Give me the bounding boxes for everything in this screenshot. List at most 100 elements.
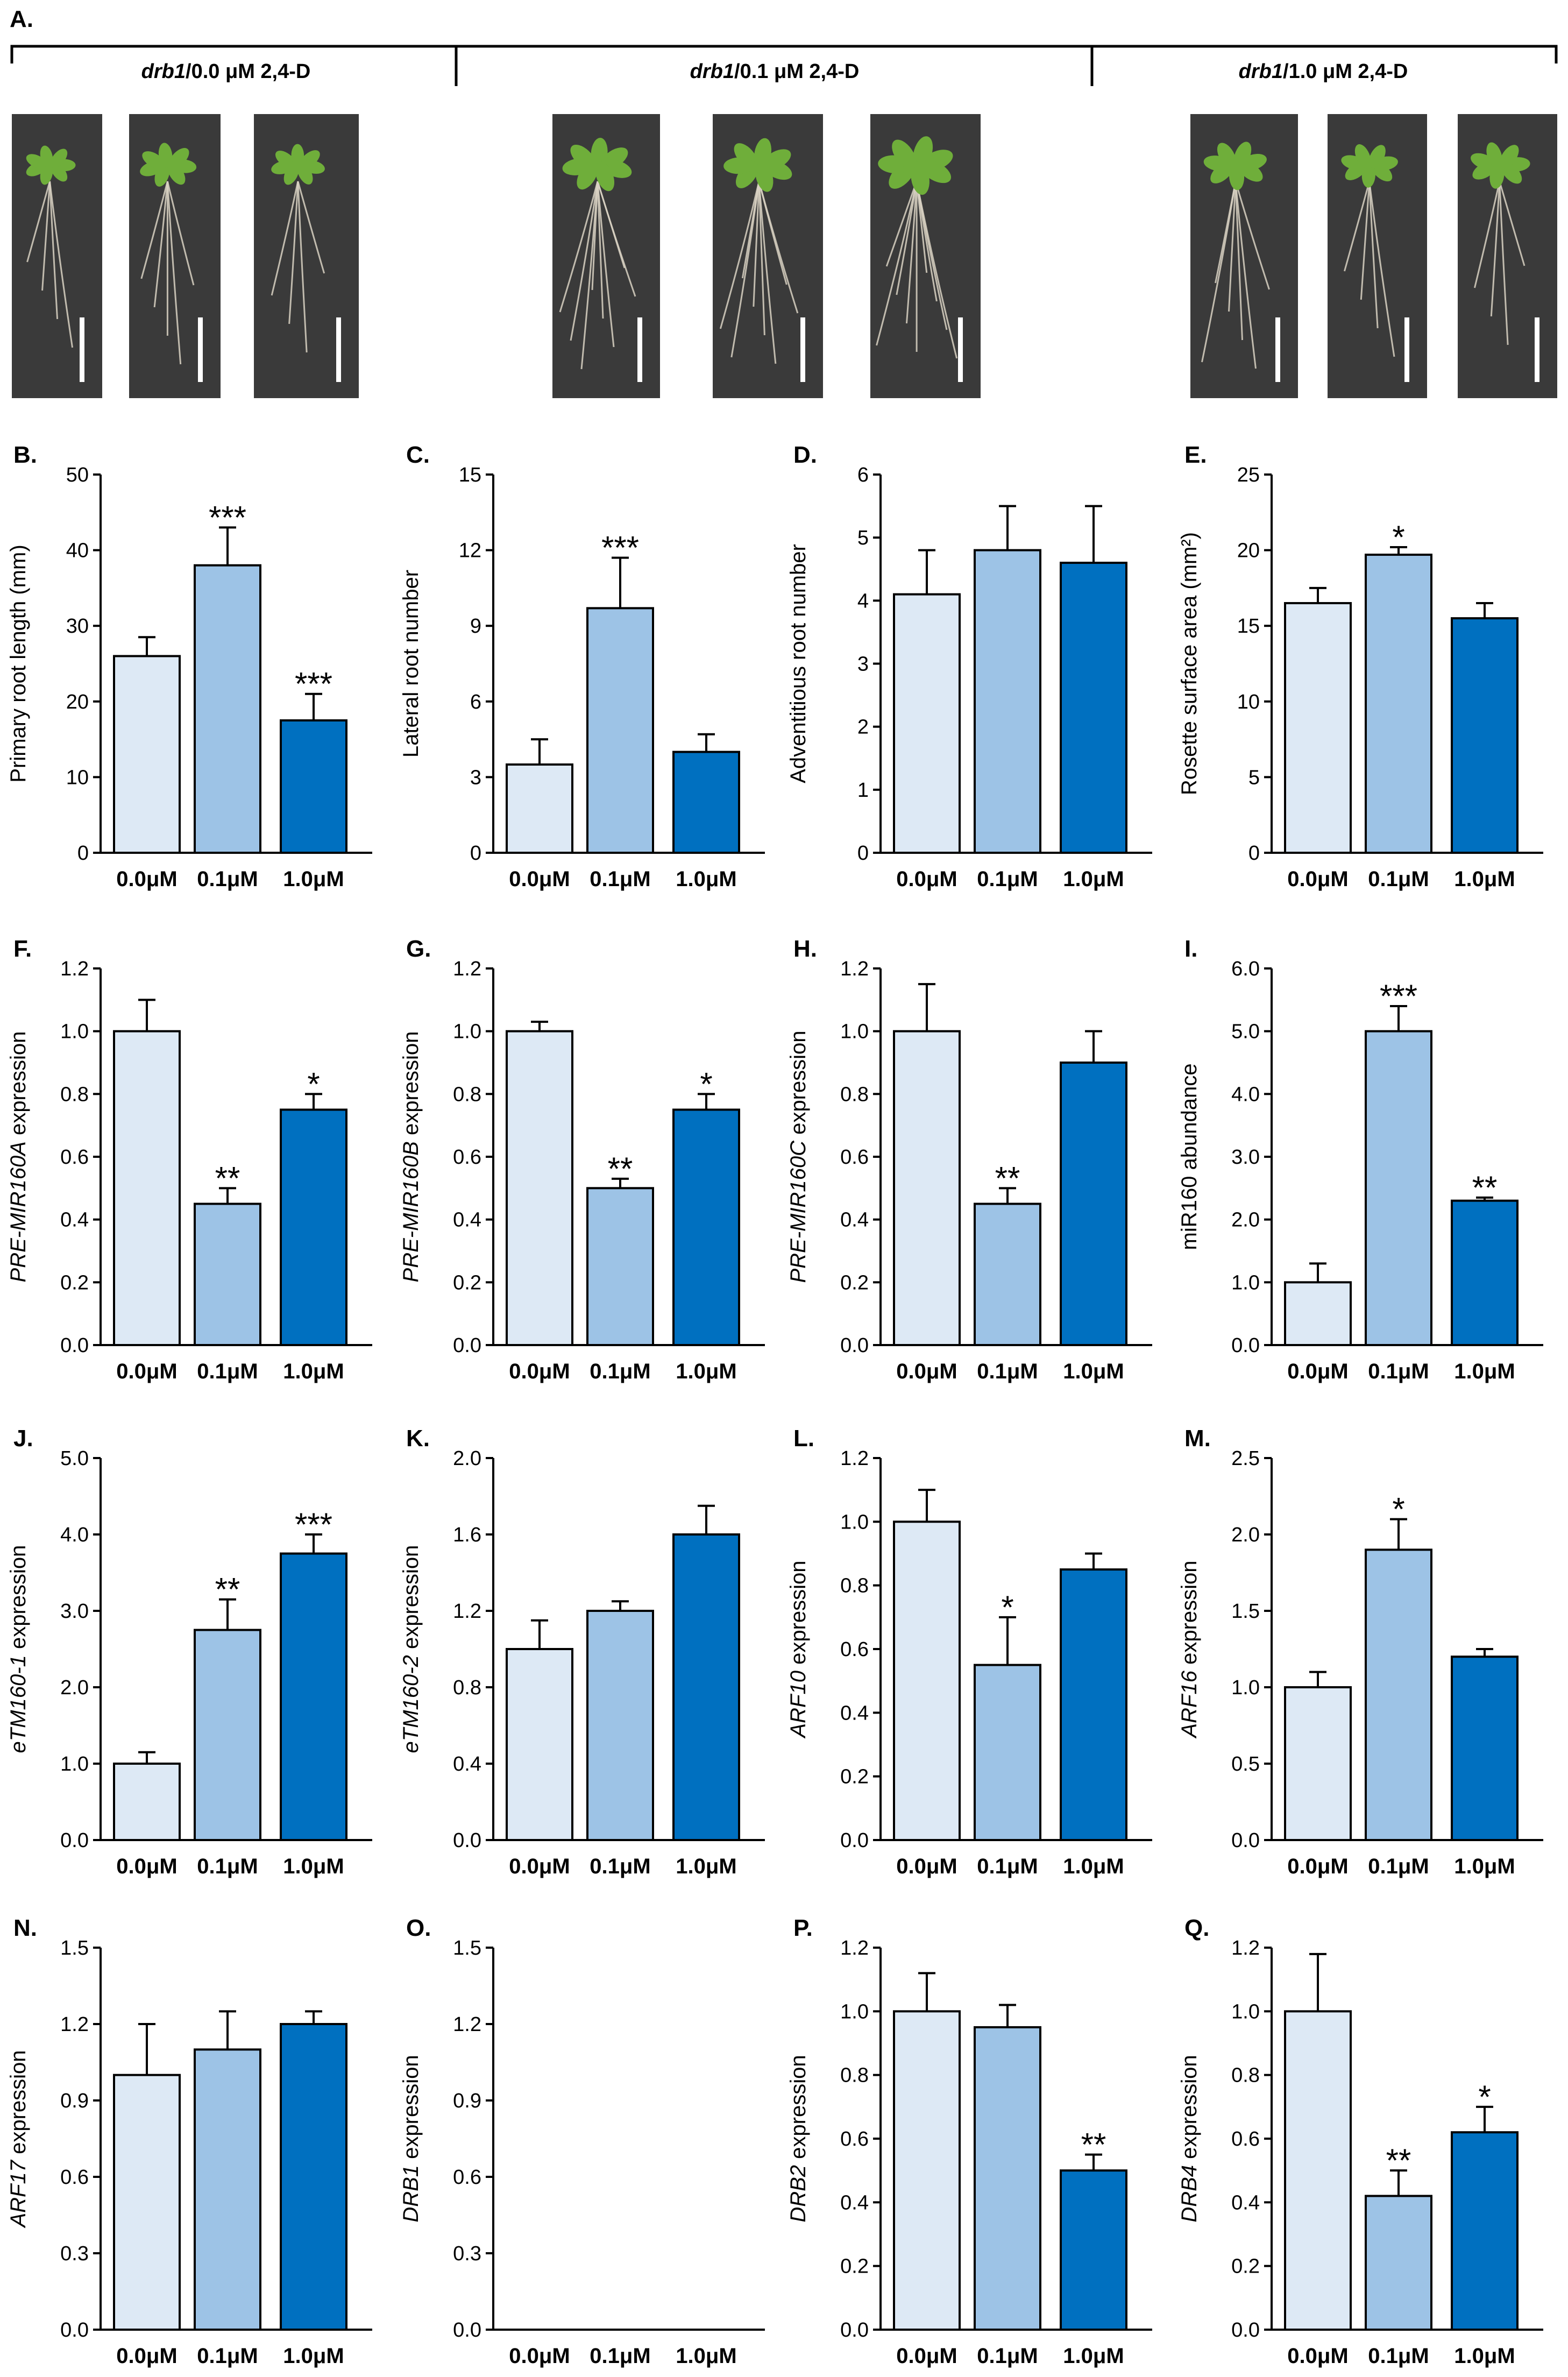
seedling-photo xyxy=(1190,114,1298,398)
y-axis-label: PRE-MIR160A expression xyxy=(6,1031,30,1283)
y-tick-label: 5 xyxy=(857,527,869,549)
y-axis-label: Primary root length (mm) xyxy=(6,544,30,782)
panel-letter: L. xyxy=(793,1425,814,1452)
scale-bar xyxy=(958,317,963,382)
y-tick-label: 30 xyxy=(66,615,89,638)
root-strand xyxy=(876,181,918,346)
rosette-leaf xyxy=(297,162,313,185)
bar xyxy=(113,1030,181,1346)
bar xyxy=(586,1610,654,1841)
y-tick-label: 0 xyxy=(77,842,89,865)
scale-bar xyxy=(800,317,805,382)
seedling-photo xyxy=(12,114,102,398)
y-tick-label: 0.0 xyxy=(60,1829,89,1852)
y-tick-label: 4.0 xyxy=(60,1524,89,1546)
rosette-leaf xyxy=(158,143,173,168)
group-label-2-treatment: /0.1 μM 2,4-D xyxy=(734,60,859,83)
rosette-leaf xyxy=(1501,161,1522,184)
chart-panel-b: B. Primary root length (mm) 0 10 20 30 40 50 0.0… xyxy=(6,442,372,891)
panel-letter: F. xyxy=(13,936,32,962)
x-tick-label: 1.0μM xyxy=(283,867,344,891)
y-tick-label: 1.6 xyxy=(453,1524,481,1546)
panel-letter: H. xyxy=(793,936,817,962)
x-tick-label: 1.0μM xyxy=(1063,1360,1124,1383)
root-strand xyxy=(1344,181,1371,272)
bar xyxy=(113,1763,181,1841)
y-tick-label: 3 xyxy=(857,653,869,676)
panel-letter: E. xyxy=(1184,442,1207,468)
y-axis-label: PRE-MIR160C expression xyxy=(786,1030,810,1283)
x-tick-label: 1.0μM xyxy=(1063,2344,1124,2368)
x-tick-label: 0.1μM xyxy=(1368,1855,1429,1878)
bar xyxy=(1451,1199,1519,1347)
bar xyxy=(974,1664,1041,1841)
y-tick-label: 0.0 xyxy=(840,1334,869,1357)
x-tick-label: 0.1μM xyxy=(590,867,650,891)
group-label-1: drb1/0.0 μM 2,4-D xyxy=(141,60,311,83)
bar xyxy=(586,607,654,854)
y-tick-label: 0.0 xyxy=(453,1334,481,1357)
rosette-leaf xyxy=(275,151,296,168)
bar xyxy=(1365,1548,1432,1841)
y-tick-label: 0.8 xyxy=(60,1083,89,1106)
group-label-2: drb1/0.1 μM 2,4-D xyxy=(690,60,860,83)
bar xyxy=(893,1520,961,1841)
rosette-leaf xyxy=(1354,144,1371,168)
rosette-leaf xyxy=(1373,156,1398,171)
y-tick-label: 1.0 xyxy=(840,1021,869,1043)
y-tick-label: 1.2 xyxy=(453,2013,481,2036)
panel-letter: J. xyxy=(13,1425,33,1452)
x-tick-label: 1.0μM xyxy=(1063,867,1124,891)
seedling-photo xyxy=(870,114,981,398)
x-tick-label: 0.1μM xyxy=(977,1855,1038,1878)
rosette-leaf xyxy=(1233,142,1252,168)
x-tick-label: 0.1μM xyxy=(977,867,1038,891)
bar xyxy=(672,751,740,854)
x-tick-label: 0.1μM xyxy=(197,1360,258,1383)
y-tick-label: 0.8 xyxy=(453,1083,481,1106)
group-label-3: drb1/1.0 μM 2,4-D xyxy=(1239,60,1408,83)
seedling-photo xyxy=(713,114,823,398)
y-tick-label: 6 xyxy=(470,691,481,713)
root-strand xyxy=(49,181,59,320)
y-tick-label: 0.8 xyxy=(840,2064,869,2087)
root-strand xyxy=(1228,181,1237,312)
y-tick-label: 0.0 xyxy=(60,2319,89,2341)
bar xyxy=(280,1108,347,1346)
root-strand xyxy=(597,181,636,297)
y-tick-label: 0.0 xyxy=(453,2319,481,2341)
root-strand xyxy=(741,181,760,279)
y-tick-label: 5.0 xyxy=(1231,1021,1260,1043)
bar xyxy=(1365,554,1432,854)
bar xyxy=(113,2074,181,2331)
x-tick-label: 1.0μM xyxy=(1063,1855,1124,1878)
root-strand xyxy=(166,181,195,286)
bar xyxy=(280,1552,347,1841)
seedling-photo xyxy=(1328,114,1427,398)
x-tick-label: 0.1μM xyxy=(977,1360,1038,1383)
root-strand xyxy=(288,181,299,324)
root-strand xyxy=(49,181,74,348)
root-strand xyxy=(758,181,777,364)
significance-mark: ** xyxy=(215,1160,240,1196)
y-tick-label: 2.0 xyxy=(60,1676,89,1699)
group-label-3-treatment: /1.0 μM 2,4-D xyxy=(1283,60,1408,83)
bar xyxy=(1060,1062,1127,1346)
panel-letter: P. xyxy=(793,1915,813,1941)
seedling-photo xyxy=(254,114,359,398)
y-tick-label: 15 xyxy=(1237,615,1260,638)
y-tick-label: 6 xyxy=(857,464,869,486)
x-tick-label: 0.0μM xyxy=(896,2344,957,2368)
root-strand xyxy=(1368,181,1379,329)
significance-mark: ** xyxy=(995,1160,1020,1196)
y-tick-label: 20 xyxy=(66,691,89,713)
y-tick-label: 0.4 xyxy=(1231,2191,1260,2214)
rosette-leaf xyxy=(723,157,755,174)
y-tick-label: 0.4 xyxy=(453,1753,481,1775)
bar xyxy=(194,564,261,854)
bar xyxy=(194,1202,261,1346)
bar xyxy=(1451,2131,1519,2331)
y-tick-label: 0.0 xyxy=(1231,1334,1260,1357)
root-strand xyxy=(166,181,182,365)
x-tick-label: 0.0μM xyxy=(509,2344,570,2368)
